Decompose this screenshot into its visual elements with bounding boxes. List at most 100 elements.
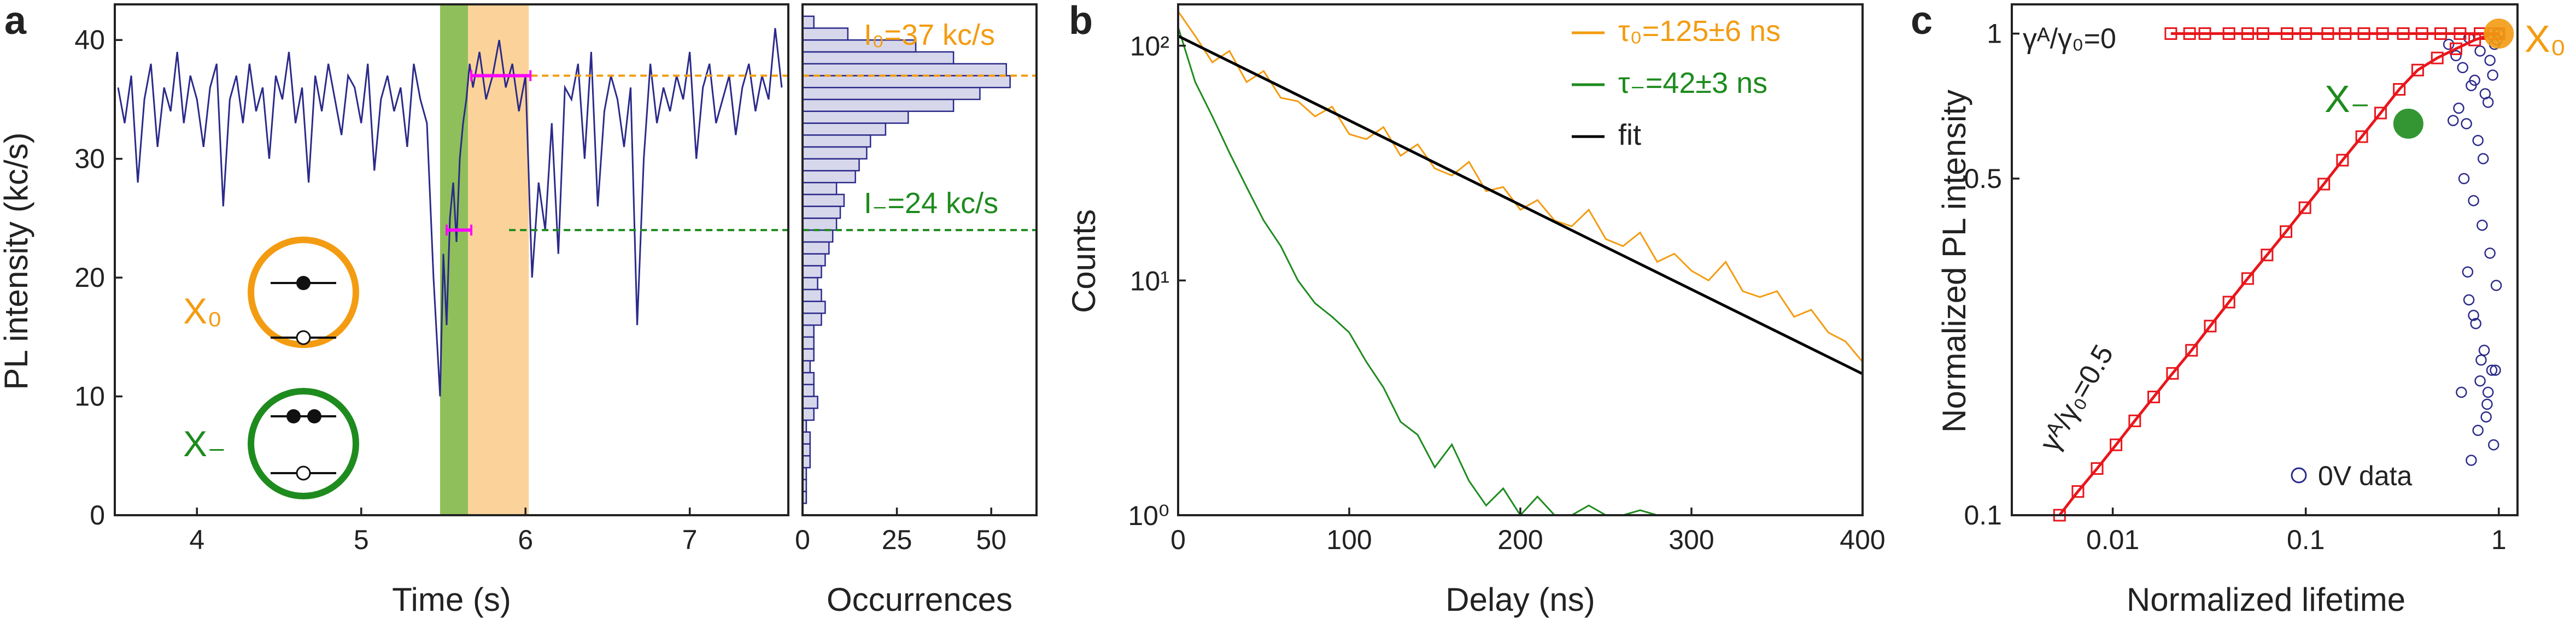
histogram-xtick-label: 0 <box>795 524 810 555</box>
histogram-bar <box>801 134 871 148</box>
histogram-xlabel: Occurrences <box>827 581 1012 618</box>
b-legend-label: τ₋=42±3 ns <box>1618 67 1767 99</box>
b-legend: τ₀=125±6 ns τ₋=42±3 ns fit <box>1572 15 1781 151</box>
a-xtick-label: 6 <box>518 524 533 555</box>
b-xlabel: Delay (ns) <box>1445 581 1595 618</box>
histogram-bar <box>801 300 826 314</box>
histogram-bar <box>801 193 845 207</box>
c-curve-marker <box>2321 27 2334 40</box>
b-ylabel: Counts <box>1065 209 1102 313</box>
c-xtick-label: 0.01 <box>2086 524 2139 555</box>
a-xlabel: Time (s) <box>392 581 511 618</box>
c-curve-marker <box>2431 51 2444 64</box>
c-data-point <box>2450 50 2462 62</box>
b-ytick-label: 10² <box>1130 31 1169 62</box>
c-xtick-label: 1 <box>2491 524 2507 555</box>
c-curve-marker <box>2185 344 2198 357</box>
histogram-bar <box>801 181 838 196</box>
a-ytick-label: 30 <box>74 144 105 174</box>
c-curve-marker <box>2166 367 2179 380</box>
c-curve-marker <box>2299 27 2312 40</box>
histogram-bar <box>801 205 841 219</box>
c-data-point <box>2443 38 2455 50</box>
iminus-label: I₋=24 kc/s <box>864 187 998 220</box>
c-data-point <box>2461 118 2472 129</box>
x0-hole-icon <box>296 330 311 345</box>
c-curve-marker <box>2454 27 2467 40</box>
c-data-point <box>2482 97 2494 108</box>
c-ytick-label: 1 <box>1987 19 2002 49</box>
histogram-bar <box>801 63 1008 76</box>
c-curve-marker <box>2411 63 2424 76</box>
c-x0-label: X₀ <box>2525 17 2566 60</box>
c-legend-marker <box>2291 467 2307 484</box>
a-trace-series <box>117 28 783 397</box>
histogram-bar <box>801 15 815 29</box>
histogram-bar <box>801 360 811 374</box>
c-data-point <box>2478 344 2490 356</box>
histogram-bar <box>801 265 822 279</box>
histogram-bar <box>801 443 811 457</box>
c-curve-marker <box>2071 485 2085 498</box>
a-level-lines <box>445 70 788 236</box>
c-data-point <box>2490 280 2502 291</box>
c-gamma0-label: γᴬ/γ₀=0 <box>2023 23 2116 55</box>
histogram-level-lines <box>803 74 1037 232</box>
b-ytick-label: 10⁰ <box>1128 500 1169 531</box>
b-xtick-label: 100 <box>1326 524 1372 555</box>
c-data-point <box>2488 439 2499 451</box>
c-ticks: 0.01 0.1 1 0.1 0.5 1 <box>1964 19 2506 555</box>
c-curve-marker <box>2261 249 2274 262</box>
c-data-point <box>2472 425 2484 437</box>
x0-circle <box>248 237 359 348</box>
b-xtick-label: 300 <box>1668 524 1714 555</box>
histogram-xtick-label: 50 <box>976 524 1006 555</box>
histogram-frame <box>801 3 1038 516</box>
c-data-point <box>2470 317 2481 329</box>
c-curve-line <box>2058 32 2495 516</box>
histogram-bar <box>801 27 849 41</box>
c-curve-marker <box>2376 27 2389 40</box>
b-series-orange <box>1177 11 1864 363</box>
histogram-bar <box>801 408 815 421</box>
c-data-point <box>2487 69 2498 81</box>
histogram-bar <box>801 122 887 136</box>
c-curve-marker <box>2374 107 2387 120</box>
histogram-bar <box>801 217 838 231</box>
c-curve-marker <box>2393 83 2406 96</box>
c-curve-marker <box>2222 27 2235 40</box>
c-xtick-label: 0.1 <box>2287 524 2325 555</box>
histogram-bar <box>801 455 811 469</box>
c-point-orange <box>2484 19 2514 49</box>
c-curve-marker <box>2397 27 2410 40</box>
c-curve-marker <box>2091 462 2104 475</box>
histogram-bar <box>801 75 1011 89</box>
panel-b-label: b <box>1069 0 1093 43</box>
a-region-green <box>440 4 469 515</box>
a-ticks: 4 5 6 7 0 10 20 30 40 <box>74 25 697 555</box>
a-xtick-label: 5 <box>354 524 369 555</box>
c-curve-marker <box>2434 27 2447 40</box>
c-data-point <box>2490 364 2501 376</box>
c-curve-marker <box>2317 178 2331 191</box>
c-curve-marker <box>2298 201 2311 214</box>
c-data-point <box>2482 386 2494 398</box>
c-curve-marker <box>2110 438 2123 451</box>
c-curve-marker <box>2280 27 2293 40</box>
c-data-point <box>2481 398 2493 410</box>
panel-b: b 0 100 200 300 400 10⁰ 10¹ 10² τ₀=125±6 ns τ₋=4… <box>1065 0 1886 618</box>
histogram-bar <box>801 51 955 64</box>
c-curve-marker <box>2449 42 2462 55</box>
c-data-point <box>2477 153 2489 164</box>
b-legend-label: fit <box>1618 119 1641 151</box>
histogram-bar <box>801 431 811 445</box>
histogram-bar <box>801 229 834 243</box>
c-curve-marker <box>2355 130 2368 143</box>
c-data-point <box>2462 266 2474 278</box>
a-xtick-label: 7 <box>682 524 698 555</box>
a-trace-line <box>117 28 783 397</box>
c-curve-marker <box>2241 272 2254 285</box>
c-data-point <box>2475 354 2487 366</box>
histogram-bars <box>801 15 1011 504</box>
